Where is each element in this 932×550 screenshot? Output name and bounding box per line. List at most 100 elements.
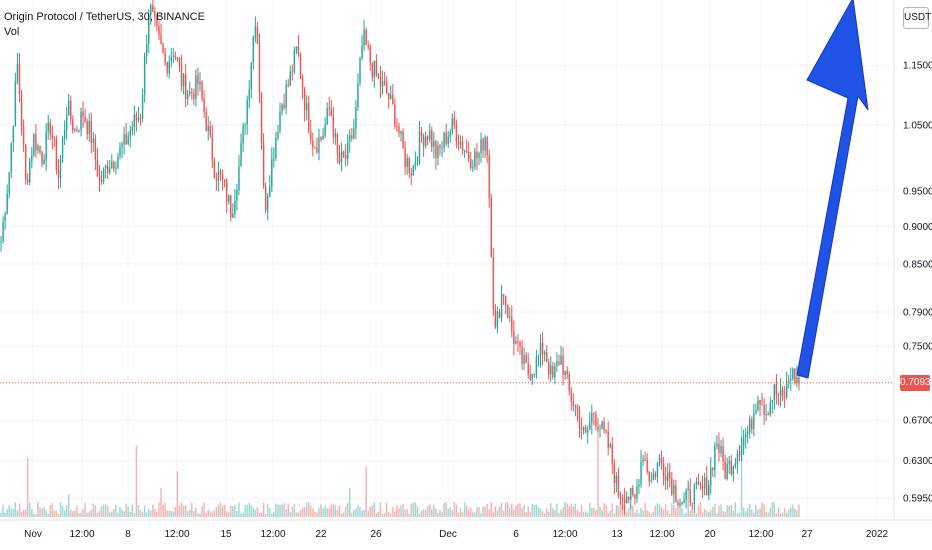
volume-bar <box>527 506 529 517</box>
volume-bar <box>703 509 706 517</box>
time-axis[interactable]: Nov 12:00 8 12:00 15 12:00 22 26 Dec 6 12:00 13 12:0… <box>24 529 888 540</box>
candle-body <box>621 498 624 500</box>
candle-body <box>783 396 786 398</box>
candle-body <box>658 457 661 463</box>
candle-body <box>796 377 798 384</box>
candle-body <box>736 453 739 464</box>
volume-bar <box>326 508 328 517</box>
volume-bar <box>646 510 648 517</box>
volume-bar <box>556 503 558 517</box>
candle-body <box>113 161 115 169</box>
volume-bar <box>490 502 492 517</box>
candle-body <box>125 134 127 145</box>
volume-bar <box>408 513 410 517</box>
candle-body <box>234 200 236 214</box>
volume-bar <box>609 510 611 517</box>
candle-body <box>129 130 131 137</box>
volume-bar <box>558 512 560 517</box>
candle-body <box>718 443 720 454</box>
volume-bar <box>757 509 759 517</box>
currency-unit-button[interactable]: USDT <box>903 7 931 29</box>
candle-body <box>548 361 550 375</box>
candle-body <box>488 155 490 199</box>
volume-bar <box>465 505 468 517</box>
volume-bar <box>174 506 177 517</box>
candle-body <box>757 399 759 411</box>
symbol-title[interactable]: Origin Protocol / TetherUS, 30, BINANCE <box>4 11 205 23</box>
volume-bar <box>318 508 320 517</box>
volume-bar <box>476 507 478 517</box>
candle-body <box>248 89 250 100</box>
volume-bar <box>258 513 261 517</box>
volume-bar <box>211 512 214 517</box>
time-tick-label: 8 <box>125 529 131 540</box>
volume-bar <box>219 502 222 517</box>
candle-body <box>213 161 216 179</box>
volume-bar <box>410 503 412 517</box>
volume-bar <box>353 510 355 517</box>
volume-bar <box>613 513 616 517</box>
price-axis[interactable]: 1.1500 1.0500 0.9500 0.9000 0.8500 0.7900 0.75… <box>903 61 932 505</box>
volume-bar <box>26 457 29 517</box>
candle-body <box>414 162 417 166</box>
candle-body <box>82 111 84 117</box>
up-arrow-annotation[interactable] <box>796 0 869 379</box>
candle-body <box>205 112 207 131</box>
volume-bar <box>375 513 378 517</box>
volume-bar <box>12 508 15 517</box>
candle-body <box>492 257 495 310</box>
volume-bar <box>291 506 294 517</box>
candle-body <box>527 362 529 375</box>
volume-bar <box>738 512 741 517</box>
candle-body <box>254 26 257 38</box>
candle-body <box>570 390 572 402</box>
candle-body <box>139 117 142 119</box>
candle-body <box>652 473 655 481</box>
candle-body <box>599 429 601 431</box>
volume-bar <box>287 503 289 517</box>
volume-bar <box>145 512 148 517</box>
volume-bar <box>445 502 447 517</box>
candle-body <box>4 213 6 222</box>
volume-label[interactable]: Vol <box>4 26 20 38</box>
price-tick-label: 1.0500 <box>903 120 932 131</box>
candle-body <box>10 142 12 172</box>
volume-bar <box>240 513 242 517</box>
volume-bar <box>230 505 232 517</box>
price-tick-label: 0.6700 <box>903 416 932 427</box>
candle-body <box>601 421 603 430</box>
candle-body <box>61 138 64 159</box>
candle-body <box>755 410 757 414</box>
volume-bar <box>472 512 474 517</box>
candle-body <box>295 46 298 51</box>
candle-body <box>500 294 503 319</box>
candle-body <box>502 294 505 297</box>
volume-bar <box>308 502 310 517</box>
candle-body <box>16 63 19 82</box>
volume-bar <box>763 503 765 517</box>
candle-body <box>388 92 390 99</box>
volume-bar <box>414 502 417 517</box>
volume-bar <box>599 506 601 517</box>
candle-body <box>517 341 519 343</box>
candle-body <box>410 172 412 176</box>
volume-bar <box>726 505 728 517</box>
volume-bar <box>152 504 154 517</box>
candle-body <box>394 104 396 127</box>
candle-body <box>312 140 314 148</box>
candle-body <box>39 145 41 153</box>
candle-body <box>712 467 714 470</box>
volume-bar <box>121 509 123 517</box>
volume-bar <box>217 504 220 517</box>
candle-body <box>554 366 556 378</box>
volume-bar <box>636 509 638 517</box>
volume-bar <box>45 510 47 517</box>
volume-bar <box>611 503 614 517</box>
time-tick-label: 13 <box>611 529 623 540</box>
candle-body <box>605 430 607 432</box>
candle-body <box>160 34 162 45</box>
volume-bar <box>207 509 209 517</box>
volume-bar <box>35 513 37 517</box>
volume-bar <box>262 502 265 517</box>
